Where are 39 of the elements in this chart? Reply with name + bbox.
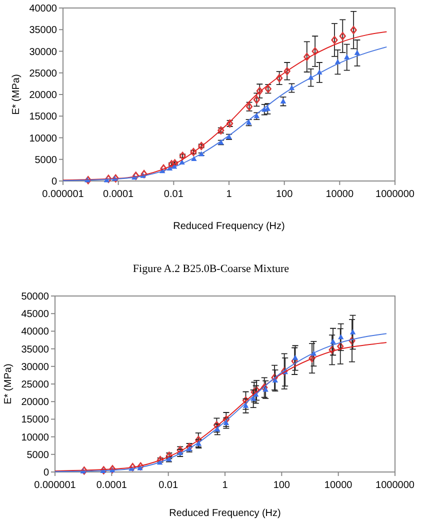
- y-axis-title: E* (MPa): [11, 74, 22, 115]
- y-tick-label: 35000: [29, 25, 58, 36]
- y-tick-label: 35000: [21, 344, 50, 356]
- y-axis-title: E* (MPa): [3, 364, 14, 404]
- y-tick-label: 40000: [29, 4, 58, 14]
- y-tick-label: 5000: [26, 450, 50, 461]
- y-tick-label: 25000: [29, 68, 58, 80]
- x-tick-label: 1: [226, 189, 232, 200]
- y-tick-label: 20000: [21, 397, 50, 408]
- y-tick-label: 25000: [21, 380, 50, 390]
- x-tick-label: 10000: [326, 189, 354, 200]
- y-tick-label: 10000: [21, 432, 50, 444]
- x-tick-label: 1000000: [376, 189, 415, 200]
- x-tick-label: 100: [273, 480, 290, 491]
- y-tick-label: 10000: [29, 133, 58, 144]
- y-tick-label: 0: [51, 176, 58, 188]
- x-tick-label: 0.01: [158, 480, 178, 491]
- x-tick-label: 0.000001: [34, 480, 76, 491]
- x-tick-label: 0.01: [164, 189, 184, 200]
- y-tick-label: 30000: [21, 362, 50, 373]
- x-tick-label: 1: [222, 480, 228, 491]
- y-tick-label: 0: [43, 468, 50, 478]
- x-tick-label: 0.0001: [103, 189, 134, 200]
- y-tick-label: 30000: [29, 46, 58, 58]
- x-axis-title: Reduced Frequency (Hz): [173, 221, 285, 232]
- y-tick-label: 20000: [29, 90, 58, 101]
- x-tick-label: 0.000001: [42, 189, 84, 200]
- x-tick-label: 100: [276, 189, 294, 200]
- y-tick-label: 50000: [21, 292, 50, 302]
- y-tick-label: 15000: [21, 414, 50, 426]
- text: Figure A.2 B25.0B-Coarse Mixture: [132, 263, 290, 275]
- y-tick-label: 5000: [34, 154, 58, 166]
- y-tick-label: 40000: [21, 326, 50, 338]
- x-tick-label: 1000000: [376, 480, 415, 491]
- x-axis-title: Reduced Frequency (Hz): [169, 508, 281, 519]
- y-tick-label: 15000: [29, 112, 58, 123]
- y-tick-label: 45000: [21, 309, 50, 320]
- x-tick-label: 0.0001: [96, 480, 128, 491]
- x-tick-label: 10000: [324, 480, 353, 491]
